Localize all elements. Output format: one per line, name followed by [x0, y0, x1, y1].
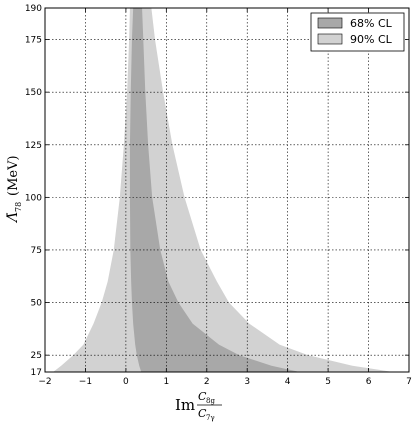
x-label-denominator-sub: 7γ [206, 414, 215, 422]
x-label-numerator-sub: 8g [206, 397, 215, 405]
y-tick-label: 100 [25, 193, 42, 203]
legend: 68% CL 90% CL [310, 12, 405, 52]
region-68-cl [129, 8, 300, 372]
x-tick-label: 2 [204, 377, 210, 387]
x-tick-label: 0 [123, 377, 129, 387]
y-tick-label: 25 [31, 351, 42, 361]
y-tick-label: 17 [31, 368, 42, 378]
legend-label: 90% CL [350, 33, 393, 46]
y-label-symbol: Λ̄ [5, 212, 21, 224]
plot-frame [44, 7, 410, 373]
x-tick-label: 7 [406, 377, 412, 387]
y-tick-label: 190 [25, 4, 42, 14]
axis-ticks: −2 −1 0 1 2 3 4 5 6 7 17 25 50 75 100 125 150 175 190 [25, 4, 412, 387]
x-tick-label: −1 [79, 377, 92, 387]
legend-swatch [317, 17, 343, 29]
y-label-unit: (MeV) [6, 155, 21, 196]
x-tick-label: 1 [163, 377, 169, 387]
y-label-subscript: 78 [14, 202, 23, 212]
legend-label: 68% CL [350, 17, 393, 30]
x-axis-label: Im C 8g C 7γ [175, 390, 222, 422]
x-label-numerator: C [198, 390, 207, 403]
x-label-denominator: C [198, 407, 207, 420]
x-tick-label: 4 [285, 377, 291, 387]
y-tick-label: 125 [25, 141, 42, 151]
x-tick-label: 3 [244, 377, 250, 387]
x-tick-label: 6 [366, 377, 372, 387]
x-tick-label: 5 [325, 377, 331, 387]
y-tick-label: 175 [25, 36, 42, 46]
confidence-regions [53, 8, 393, 372]
grid-lines [45, 8, 409, 372]
x-label-main: Im [175, 396, 195, 414]
x-tick-label: −2 [38, 377, 51, 387]
region-90-cl [53, 8, 393, 372]
y-axis-label: Λ̄ 78 (MeV) [5, 155, 23, 224]
legend-swatch [317, 33, 343, 45]
y-tick-label: 50 [31, 299, 43, 309]
y-tick-label: 75 [31, 246, 42, 256]
y-tick-label: 150 [25, 88, 42, 98]
